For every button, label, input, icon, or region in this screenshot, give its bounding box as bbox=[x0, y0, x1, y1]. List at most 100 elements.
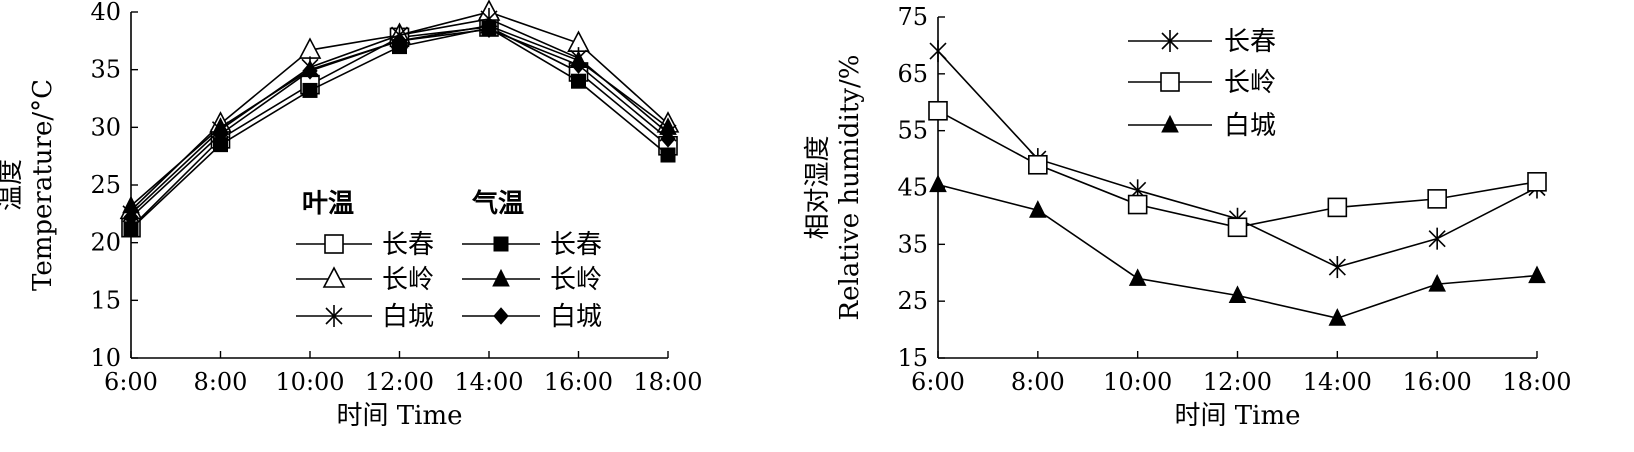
x-tick-label: 12:00 bbox=[1203, 368, 1272, 396]
legend-item: 长春 bbox=[1128, 27, 1276, 57]
legend-label: 白城 bbox=[382, 302, 434, 332]
data-point-shape bbox=[660, 147, 676, 163]
data-point bbox=[1327, 197, 1348, 218]
legend-marker-stroke bbox=[325, 307, 343, 325]
data-point bbox=[1328, 256, 1346, 279]
y-axis-title-cn: 相对湿度 bbox=[803, 135, 833, 239]
x-tick-label: 6:00 bbox=[104, 368, 158, 396]
data-point bbox=[1127, 194, 1148, 215]
data-point-shape bbox=[1228, 285, 1247, 303]
y-tick-label: 40 bbox=[90, 0, 121, 26]
data-point bbox=[302, 82, 318, 98]
legend-item: 长春 bbox=[462, 230, 602, 260]
legend-marker bbox=[1161, 114, 1179, 133]
data-point bbox=[571, 73, 586, 89]
data-point-shape bbox=[1227, 217, 1248, 238]
data-point bbox=[1528, 265, 1546, 284]
series-line bbox=[130, 26, 669, 229]
y-tick-label: 15 bbox=[90, 286, 121, 314]
legend-item: 白城 bbox=[462, 302, 602, 332]
legend-marker bbox=[322, 266, 346, 288]
y-tick-label: 75 bbox=[897, 3, 928, 31]
data-point-shape bbox=[928, 100, 948, 121]
data-point bbox=[481, 20, 497, 39]
data-point-shape bbox=[570, 56, 587, 74]
data-point bbox=[1428, 273, 1446, 292]
data-point bbox=[302, 62, 318, 80]
legend-label: 白城 bbox=[550, 302, 602, 332]
legend-marker bbox=[493, 236, 509, 252]
legend-group-header: 气温 bbox=[471, 188, 524, 219]
data-point-shape bbox=[1527, 172, 1547, 192]
data-point bbox=[660, 130, 676, 148]
y-tick-label: 35 bbox=[897, 230, 928, 258]
data-point bbox=[1428, 227, 1446, 250]
legend-marker-stroke bbox=[1161, 32, 1179, 50]
x-tick-label: 14:00 bbox=[1303, 368, 1372, 396]
series-3 bbox=[929, 174, 1546, 326]
legend-item: 白城 bbox=[1128, 111, 1276, 141]
data-point-shape bbox=[302, 82, 318, 98]
data-point-stroke bbox=[1328, 258, 1346, 276]
legend-marker bbox=[325, 305, 343, 327]
data-point bbox=[1227, 217, 1248, 238]
legend-item: 长岭 bbox=[296, 265, 434, 295]
x-tick-label: 8:00 bbox=[1011, 368, 1065, 396]
x-tick-label: 14:00 bbox=[454, 368, 523, 396]
data-point bbox=[391, 32, 408, 50]
data-point-shape bbox=[1328, 308, 1347, 326]
legend-marker bbox=[492, 268, 510, 287]
data-point bbox=[1228, 285, 1247, 303]
data-point-shape bbox=[929, 174, 947, 193]
x-tick-label: 6:00 bbox=[911, 368, 965, 396]
chart-panel-2: 15 25 35 45 55 65 75 6:00 8:00 10:00 12:00 14:00 16:… bbox=[803, 3, 1572, 431]
x-axis-title: 时间 Time bbox=[1175, 401, 1301, 431]
chart-panel-1: 10 15 20 25 30 35 40 6:00 8:00 10:00 12:00 14:00 16:… bbox=[0, 0, 703, 431]
data-point-shape bbox=[1128, 268, 1147, 286]
legend-marker bbox=[1160, 72, 1180, 92]
legend-item: 白城 bbox=[296, 302, 434, 332]
data-point-stroke bbox=[1428, 230, 1446, 248]
data-point bbox=[123, 208, 139, 227]
series-6 bbox=[123, 20, 676, 227]
legend-marker-shape bbox=[1161, 114, 1179, 133]
legend-label: 白城 bbox=[1224, 111, 1276, 141]
data-point-shape bbox=[660, 130, 676, 148]
y-axis-title-en: Relative humidity/% bbox=[835, 55, 865, 321]
y-tick-label: 20 bbox=[90, 229, 121, 257]
legend-marker-shape bbox=[322, 266, 346, 288]
y-tick-label: 25 bbox=[897, 287, 928, 315]
data-point bbox=[928, 100, 948, 121]
x-tick-label: 16:00 bbox=[1403, 368, 1472, 396]
legend-label: 长春 bbox=[1224, 27, 1276, 57]
x-tick-label: 18:00 bbox=[633, 368, 702, 396]
data-point bbox=[1527, 172, 1547, 192]
y-tick-label: 10 bbox=[90, 344, 121, 372]
data-point bbox=[929, 174, 947, 193]
legend-marker-shape bbox=[1160, 72, 1180, 92]
y-tick-label: 30 bbox=[90, 113, 121, 141]
legend-marker-shape bbox=[493, 307, 509, 325]
y-axis-title-en: Temperature/°C bbox=[28, 79, 58, 291]
legend-item: 长岭 bbox=[1128, 68, 1276, 98]
series-2 bbox=[928, 100, 1547, 238]
data-point bbox=[929, 40, 947, 63]
data-point-shape bbox=[1428, 273, 1446, 292]
legend-label: 长春 bbox=[382, 230, 434, 260]
y-tick-label: 25 bbox=[90, 171, 121, 199]
legend-label: 长岭 bbox=[550, 265, 602, 295]
data-point-stroke bbox=[929, 42, 947, 60]
data-point-shape bbox=[1528, 265, 1546, 284]
data-point bbox=[1427, 189, 1447, 209]
data-point-shape bbox=[212, 125, 229, 144]
legend-item: 长岭 bbox=[462, 265, 602, 295]
x-tick-label: 12:00 bbox=[365, 368, 434, 396]
legend-group-header: 叶温 bbox=[302, 189, 354, 219]
data-point-shape bbox=[302, 62, 318, 80]
legend-marker-shape bbox=[324, 234, 344, 254]
data-point-shape bbox=[481, 20, 497, 39]
x-tick-label: 8:00 bbox=[194, 368, 248, 396]
